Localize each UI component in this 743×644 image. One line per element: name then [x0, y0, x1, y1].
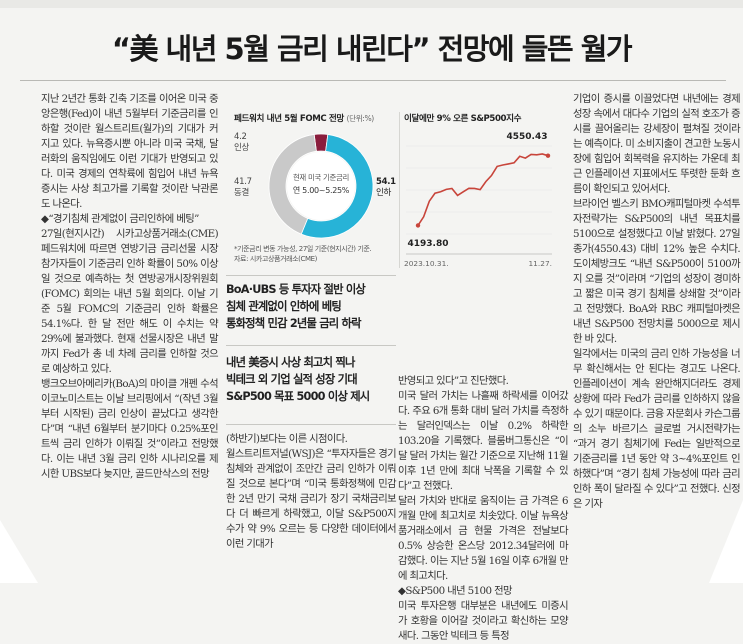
- headline: “美 내년 5월 금리 내린다” 전망에 들뜬 월가: [111, 32, 633, 66]
- subhead-group-2: 내년 美증시 사상 최고치 찍나 빅테크 외 기업 실적 성장 기대 S&P50…: [226, 354, 396, 405]
- section-heading: ◆S&P500 내년 5100 전망: [398, 585, 512, 597]
- page-corner-left: [0, 520, 38, 583]
- paragraph: 달러 가치와 반대로 움직이는 금 가격은 6개월 만에 최고치로 치솟았다. …: [398, 495, 569, 582]
- donut-slice-동결: [268, 134, 317, 235]
- subhead-rule-bottom: [226, 424, 396, 425]
- figure-divider: [399, 112, 400, 268]
- donut-chart: 현재 미국 기준금리 연 5.00~5.25%: [268, 133, 374, 239]
- end-value-label: 4550.43: [507, 132, 548, 142]
- subhead-line: 통화정책 민감 2년물 금리 하락: [226, 317, 362, 330]
- paragraph: 27일(현지시간) 시카고상품거래소(CME) 페드워치에 따르면 연방기금 금…: [41, 228, 219, 375]
- x-label-end: 11.27.: [528, 259, 552, 268]
- section-heading: ◆“경기침체 관계없이 금리인하에 베팅”: [41, 213, 199, 225]
- paragraph: 미국 달러 가치는 나흘째 하락세를 이어갔다. 주요 6개 통화 대비 달러 …: [398, 390, 569, 492]
- line-chart: 4550.43 4193.80 2023.10.31. 11.27.: [404, 132, 552, 268]
- donut-center-label-2: 연 5.00~5.25%: [293, 186, 350, 195]
- article-column-4: 기업이 증시를 이끌었다면 내년에는 경제 성장 속에서 대다수 기업의 실적 …: [573, 92, 741, 512]
- chart-source: 자료: 시카고상품거래소(CME): [234, 255, 317, 263]
- subhead-line: S&P500 목표 5000 이상 제시: [226, 390, 370, 403]
- donut-chart-unit: (단위:%): [346, 114, 375, 123]
- subhead-line: 내년 美증시 사상 최고치 찍나: [226, 356, 355, 369]
- x-label-start: 2023.10.31.: [404, 259, 449, 268]
- chart-footnote: *기준금리 변동 가능성, 27일 기준(현지시간) 기준.: [234, 245, 372, 253]
- page-corner-right: [709, 500, 743, 583]
- article-column-2: (하반기)보다는 이른 시점이다. 월스트리트저널(WSJ)은 “투자자들은 경…: [226, 432, 397, 552]
- subhead-rule-mid: [226, 345, 396, 346]
- paragraph: 월스트리트저널(WSJ)은 “투자자들은 경기침체와 관계없이 조만간 금리 인…: [226, 448, 397, 550]
- paragraph: 지난 2년간 통화 긴축 기조를 이어온 미국 중앙은행(Fed)이 내년 5월…: [41, 93, 219, 210]
- subhead-line: BoA·UBS 등 투자자 절반 이상: [226, 283, 366, 296]
- slice-label-hike: 4.2 인상: [234, 132, 250, 153]
- donut-slice-인하: [300, 134, 374, 239]
- paragraph: 뱅크오브아메리카(BoA)의 마이클 개펜 수석이코노미스트는 이날 브리핑에서…: [41, 378, 219, 480]
- figure-box: 페드워치 내년 5월 FOMC 전망 (단위:%) 현재 미국 기준금리 연 5…: [226, 112, 556, 272]
- subhead-line: 침체 관계없이 인하에 베팅: [226, 300, 342, 313]
- headline-rule: [20, 80, 726, 81]
- paragraph: 미국 투자은행 대부분은 내년에도 미증시가 호황을 이어갈 것이라고 확신하는…: [398, 600, 569, 642]
- paragraph: 반영되고 있다”고 진단했다.: [398, 375, 509, 387]
- slice-label-hold: 41.7 동결: [234, 177, 252, 198]
- article-column-1: 지난 2년간 통화 긴축 기조를 이어온 미국 중앙은행(Fed)이 내년 5월…: [41, 92, 219, 482]
- subhead-line: 빅테크 외 기업 실적 성장 기대: [226, 373, 358, 386]
- donut-center-label-1: 현재 미국 기준금리: [293, 173, 349, 182]
- donut-hole: [287, 152, 355, 220]
- slice-label-cut: 54.1 인하: [376, 177, 396, 198]
- paragraph: 기업이 증시를 이끌었다면 내년에는 경제 성장 속에서 대다수 기업의 실적 …: [573, 93, 741, 195]
- top-strip: [0, 0, 743, 8]
- start-value-label: 4193.80: [408, 239, 449, 249]
- subhead-rule-top: [226, 275, 396, 276]
- article-column-3: 반영되고 있다”고 진단했다. 미국 달러 가치는 나흘째 하락세를 이어갔다.…: [398, 374, 569, 644]
- donut-chart-title: 페드워치 내년 5월 FOMC 전망 (단위:%): [234, 114, 375, 124]
- line-chart-title: 이달에만 9% 오른 S&P500지수: [404, 114, 522, 124]
- sp500-line: [417, 153, 549, 226]
- subhead-group-1: BoA·UBS 등 투자자 절반 이상 침체 관계없이 인하에 베팅 통화정책 …: [226, 281, 396, 332]
- paragraph: 일각에서는 미국의 금리 인하 가능성을 너무 확신해서는 안 된다는 경고도 …: [573, 348, 741, 510]
- paragraph: (하반기)보다는 이른 시점이다.: [226, 433, 348, 445]
- end-point: [545, 153, 551, 158]
- paragraph: 브라이언 벨스키 BMO캐피털마켓 수석투자전략가는 S&P500의 내년 목표…: [573, 198, 741, 345]
- start-point: [415, 223, 421, 228]
